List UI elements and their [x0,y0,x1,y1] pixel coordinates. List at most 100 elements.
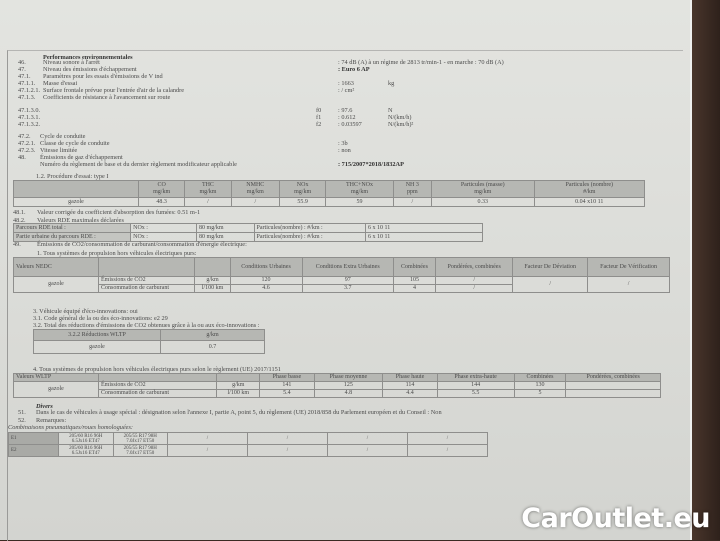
line-number: 47.1.3.2. [18,121,40,128]
line-number: 47.1.3. [18,94,35,101]
line-value: : 0.612 [338,114,356,121]
line-number: 47.2.3. [18,147,35,154]
value-cell: 4.8 [314,390,383,398]
header-cell [99,374,217,382]
line-label: Surface frontale prévue pour l'entrée d'… [43,87,184,94]
line-number: 47.1.1. [18,80,35,87]
header-cell [217,374,260,382]
document-page: Performances environnementales 46.Niveau… [0,0,692,540]
line-value: : 3b [338,140,348,147]
header-cell [195,258,230,277]
value-cell: 120 [230,277,302,285]
eco-value: 0.7 [161,341,265,354]
header-text: mg/km [187,189,228,196]
line-value: : / cm² [338,87,354,94]
rde-cell: 80 mg/km [197,224,255,233]
rde-cell: Particules(nombre) : #/km : [254,224,365,233]
coefficient-symbol: f2 [316,121,321,128]
value-cell: / [231,198,279,207]
header-text: NMHC [234,182,277,189]
line-52: Remarques: [36,417,66,424]
empty-cell: / [168,433,248,445]
header-cell: Facteur De Déviation [513,258,588,277]
line-48-1: Valeur corrigée du coefficient d'absorpt… [37,209,200,216]
line-label: Vitesse limitée [40,147,77,154]
row-label: Consommation de carburant [99,285,195,293]
header-text: mg/km [328,189,390,196]
empty-cell: / [408,445,488,457]
unit-cell: g/km [195,277,230,285]
rde-cell: NOx : [131,224,197,233]
header-cell: Particules (nombre)#/km [534,181,644,198]
unit-cell: l/100 km [195,285,230,293]
header-text: #/km [537,189,642,196]
header-cell: Combinées [393,258,435,277]
line-number: 47.2.1. [18,140,35,147]
header-cell: Conditions Urbaines [230,258,302,277]
value-cell: 114 [383,382,437,390]
line-label: Émissions de gaz d'échappement [40,154,123,161]
header-cell: Combinées [514,374,566,382]
line-52-num: 52. [18,417,26,424]
value-cell: / [436,285,513,293]
rde-cell: Particules(nombre) : #/km : [254,233,365,242]
value-cell: 0.04 x10 11 [534,198,644,207]
empty-cell: / [248,445,328,457]
header-text: NOx [282,182,323,189]
row-label: Émissions de CO2 [99,382,217,390]
value-cell [566,390,661,398]
eco-header-label: 3.2.2 Réductions WLTP [34,330,161,341]
line-number: 47. [18,66,26,73]
line-label: Paramètres pour les essais d'émissions d… [43,73,163,80]
wltp-title: 4. Tous systèmes de propulsion hors véhi… [33,366,281,373]
line-number: 47.1.2.1. [18,87,40,94]
empty-cell: / [248,433,328,445]
line-value: : 1663 [338,80,354,87]
value-cell: 125 [314,382,383,390]
line-unit: kg [388,80,394,87]
tyre-text: 7.0Jx17 ET50 [116,451,166,456]
coefficient-symbol: f0 [316,107,321,114]
eco-fuel: gazole [34,341,161,354]
line-51: Dans le cas de véhicules à usage spécial… [36,409,442,416]
eco-line-3-2: 3.2. Total des réductions d'émissions de… [33,322,260,329]
value-cell: 5.5 [437,390,514,398]
line-value: : 97.6 [338,107,352,114]
header-cell: Facteur De Vérification [588,258,670,277]
header-text: ppm [396,189,429,196]
tyre-text: 6.5Jx16 ET47 [61,451,111,456]
fuel-cell: gazole [14,382,99,398]
value-cell: / [393,198,431,207]
header-cell: Valeurs WLTP [14,374,99,382]
header-cell: Pondérées, combinées [566,374,661,382]
header-cell: Pondérées, combinées [436,258,513,277]
value-cell: 5.4 [260,390,314,398]
empty-cell: / [328,445,408,457]
line-number: 47.1. [18,73,31,80]
header-text: NH 3 [396,182,429,189]
tyre-text: 6.5Jx16 ET47 [61,439,111,444]
value-cell: 59 [326,198,393,207]
value-cell: 105 [393,277,435,285]
value-cell: 4.4 [383,390,437,398]
rde-cell: 6 x 10 11 [365,224,482,233]
line-51-num: 51. [18,409,26,416]
value-cell [566,382,661,390]
header-text: mg/km [234,189,277,196]
line-49-num: 49. [13,241,21,248]
value-cell: 97 [302,277,393,285]
eco-line-3-1: 3.1. Code général de la ou des éco-innov… [33,315,168,322]
header-cell: Particules (masse)mg/km [431,181,534,198]
nedc-title: 1. Tous systèmes de propulsion hors véhi… [37,250,196,257]
value-cell: 144 [437,382,514,390]
